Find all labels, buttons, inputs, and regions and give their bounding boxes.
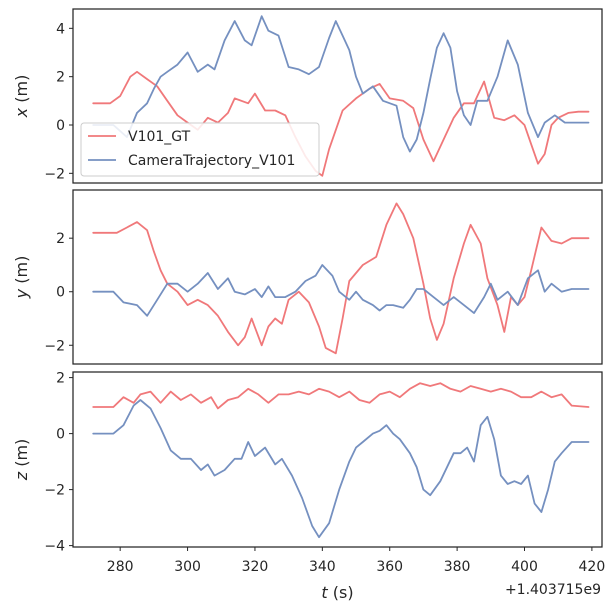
legend-label-v101_gt: V101_GT [128,129,191,145]
subplot-y: −2 0 2 y (m) [12,189,603,365]
y-tick-label: 2 [56,70,65,86]
y-axis-label-unit: (m) [12,75,31,108]
y-tick-label: 0 [56,285,65,301]
x-tick-label: 280 [107,559,134,575]
y-axis-label-var: z [12,471,31,481]
x-tick-label: 360 [376,559,403,575]
series-line-cameratrajectory_v101 [92,399,590,539]
x-tick-label: 300 [174,559,201,575]
y-tick-label: 4 [56,21,65,37]
series-line-v101_gt [92,382,590,410]
series-line-cameratrajectory_v101 [92,264,590,317]
y-tick-label: 0 [56,427,65,443]
x-tick-label: 320 [242,559,269,575]
y-tick-label: −2 [44,166,65,182]
y-axis-label-unit: (m) [12,439,31,472]
x-tick-label: 400 [511,559,538,575]
legend: V101_GT CameraTrajectory_V101 [80,122,320,177]
axes-frame [72,8,603,184]
y-axis-label-unit: (m) [12,256,31,289]
subplot-z: −4 −2 0 2 z (m) 280 300 320 340 360 380 400 420 +1.40… [12,371,605,602]
y-tick-label: 2 [56,231,65,247]
x-tick-label: 340 [309,559,336,575]
y-axis-label-var: x [12,107,31,118]
x-offset-text: +1.403715e9 [505,582,601,598]
y-axis-label: z (m) [12,439,31,482]
axes-frame [72,371,603,548]
legend-box [80,122,320,177]
y-tick-label: −2 [44,338,65,354]
x-axis-label-unit: (s) [328,583,354,602]
series-line-v101_gt [92,70,590,177]
legend-label-cameratrajectory_v101: CameraTrajectory_V101 [128,153,295,169]
x-axis-label-var: t [321,583,328,602]
y-axis-label: x (m) [12,75,31,119]
y-tick-label: 2 [56,371,65,387]
y-tick-label: −4 [44,539,65,555]
x-tick-label: 380 [444,559,471,575]
series-line-v101_gt [92,202,590,355]
y-axis-label: y (m) [12,256,31,300]
x-tick-label: 420 [579,559,606,575]
x-axis-label: t (s) [321,583,353,602]
y-tick-label: −2 [44,483,65,499]
y-tick-label: 0 [56,118,65,134]
axes-frame [72,189,603,365]
series-line-cameratrajectory_v101 [92,15,590,153]
subplot-x: −2 0 2 4 x (m) V101_GT CameraTrajectory_V101 [12,8,603,184]
y-axis-label-var: y [12,288,31,299]
